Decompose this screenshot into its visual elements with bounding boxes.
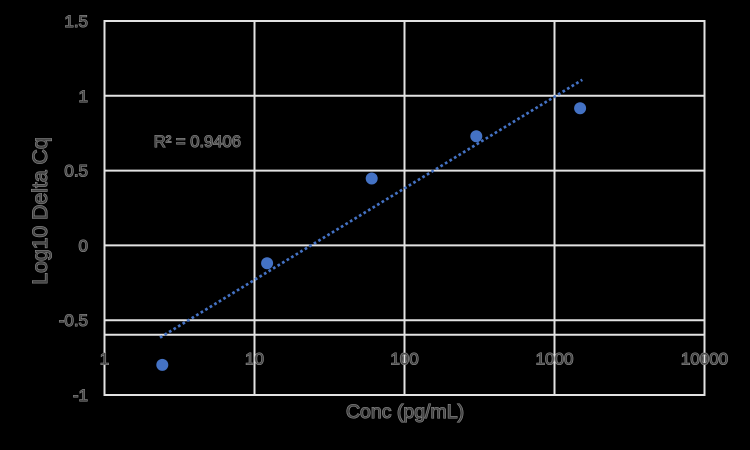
svg-text:-1: -1 (73, 386, 88, 405)
svg-text:100: 100 (390, 350, 418, 369)
svg-text:1000: 1000 (536, 350, 574, 369)
svg-text:Conc (pg/mL): Conc (pg/mL) (346, 401, 464, 423)
svg-text:10: 10 (245, 350, 264, 369)
svg-text:-0.5: -0.5 (59, 311, 88, 330)
svg-text:1: 1 (100, 350, 109, 369)
svg-text:R² = 0.9406: R² = 0.9406 (154, 132, 241, 151)
svg-text:1.5: 1.5 (64, 12, 88, 31)
svg-text:10000: 10000 (681, 350, 728, 369)
svg-text:0: 0 (79, 236, 88, 255)
svg-text:1: 1 (79, 87, 88, 106)
svg-text:Log10 Delta Cq: Log10 Delta Cq (29, 137, 52, 284)
svg-text:0.5: 0.5 (64, 162, 88, 181)
